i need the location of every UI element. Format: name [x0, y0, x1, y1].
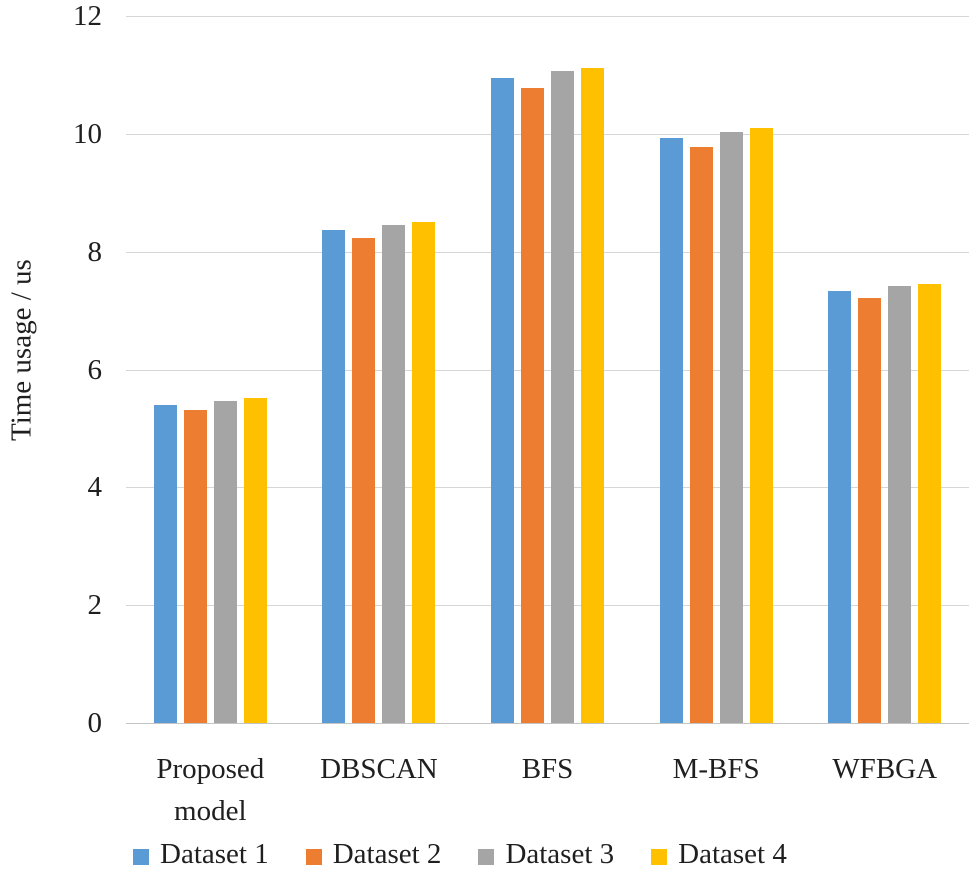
bar-dataset-2-m-bfs [689, 146, 713, 723]
gridline-12 [126, 16, 969, 17]
legend-swatch-dataset-2 [305, 848, 322, 865]
plot-area [126, 16, 969, 724]
bar-dataset-4-m-bfs [749, 127, 773, 723]
gridline-0 [126, 723, 969, 724]
legend-swatch-dataset-4 [651, 848, 668, 865]
gridline-4 [126, 487, 969, 489]
bar-dataset-3-wfbga [888, 286, 912, 723]
bar-dataset-3-proposed-model [213, 400, 237, 723]
legend-item-dataset-1: Dataset 1 [133, 838, 269, 871]
legend-label-dataset-2: Dataset 2 [332, 838, 442, 870]
legend-swatch-dataset-3 [478, 848, 495, 865]
bar-dataset-3-m-bfs [719, 132, 743, 723]
bar-dataset-1-wfbga [828, 290, 852, 723]
x-category-label-bfs: BFS [521, 753, 574, 785]
bar-dataset-1-m-bfs [659, 137, 683, 723]
bar-dataset-4-wfbga [918, 284, 942, 723]
y-tick-label-10: 10 [73, 117, 102, 150]
bar-dataset-2-dbscan [352, 238, 376, 723]
bar-dataset-3-bfs [551, 71, 574, 723]
legend: Dataset 1 Dataset 2 Dataset 3 Dataset 4 [133, 838, 787, 871]
y-tick-label-6: 6 [87, 353, 103, 386]
x-category-label-wfbga: WFBGA [832, 753, 938, 785]
bar-dataset-4-proposed-model [243, 398, 267, 723]
gridline-6 [126, 369, 969, 371]
legend-label-dataset-4: Dataset 4 [678, 838, 787, 870]
legend-item-dataset-2: Dataset 2 [305, 838, 442, 871]
gridline-8 [126, 251, 969, 253]
bar-dataset-2-proposed-model [183, 410, 207, 723]
bar-dataset-4-dbscan [412, 221, 436, 723]
bar-dataset-3-dbscan [382, 224, 406, 723]
x-category-label-m-bfs: M-BFS [672, 753, 760, 785]
bar-dataset-2-wfbga [858, 298, 882, 723]
bar-dataset-2-bfs [521, 88, 544, 723]
bar-dataset-4-bfs [581, 67, 604, 723]
y-tick-label-4: 4 [87, 471, 103, 504]
legend-swatch-dataset-1 [133, 848, 149, 865]
legend-item-dataset-3: Dataset 3 [478, 838, 614, 871]
y-tick-label-0: 0 [87, 707, 103, 739]
gridline-2 [126, 605, 969, 607]
legend-label-dataset-1: Dataset 1 [160, 838, 269, 870]
gridline-10 [126, 133, 969, 135]
y-tick-label-8: 8 [87, 235, 103, 268]
y-tick-label-2: 2 [87, 589, 103, 622]
bar-dataset-1-dbscan [322, 229, 346, 723]
legend-item-dataset-4: Dataset 4 [651, 838, 787, 871]
legend-label-dataset-3: Dataset 3 [505, 838, 615, 870]
y-tick-label-12: 12 [73, 0, 102, 32]
x-category-label-dbscan: DBSCAN [320, 753, 438, 785]
bar-dataset-1-bfs [491, 78, 514, 723]
x-category-label-proposed-model: Proposed model [156, 753, 265, 827]
bar-dataset-1-proposed-model [153, 404, 177, 723]
